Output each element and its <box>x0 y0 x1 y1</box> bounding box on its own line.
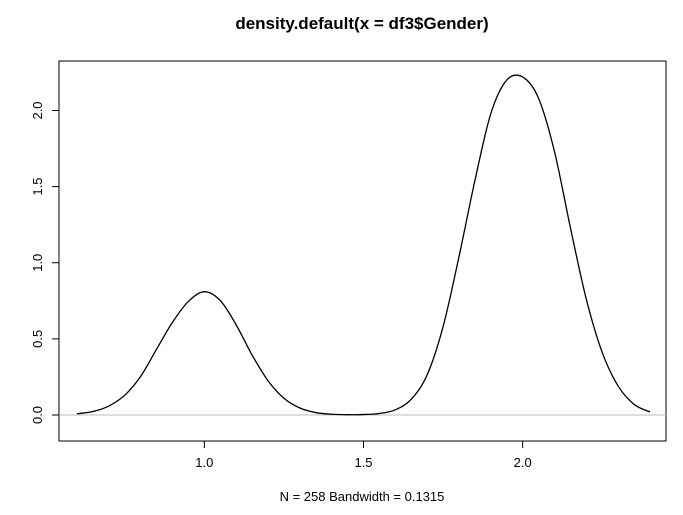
y-tick-label: 0.5 <box>30 330 45 348</box>
y-tick-label: 0.0 <box>30 406 45 424</box>
y-axis: 0.0 0.5 1.0 1.5 2.0 <box>30 101 60 424</box>
x-axis-label: N = 258 Bandwidth = 0.1315 <box>280 489 445 504</box>
y-tick-label: 1.5 <box>30 178 45 196</box>
chart-title: density.default(x = df3$Gender) <box>235 14 488 33</box>
y-tick-label: 2.0 <box>30 101 45 119</box>
x-axis: 1.0 1.5 2.0 <box>195 440 532 470</box>
density-line <box>76 74 651 416</box>
x-tick-label: 2.0 <box>514 455 532 470</box>
y-tick-label: 1.0 <box>30 254 45 272</box>
x-tick-label: 1.5 <box>354 455 372 470</box>
x-tick-label: 1.0 <box>195 455 213 470</box>
